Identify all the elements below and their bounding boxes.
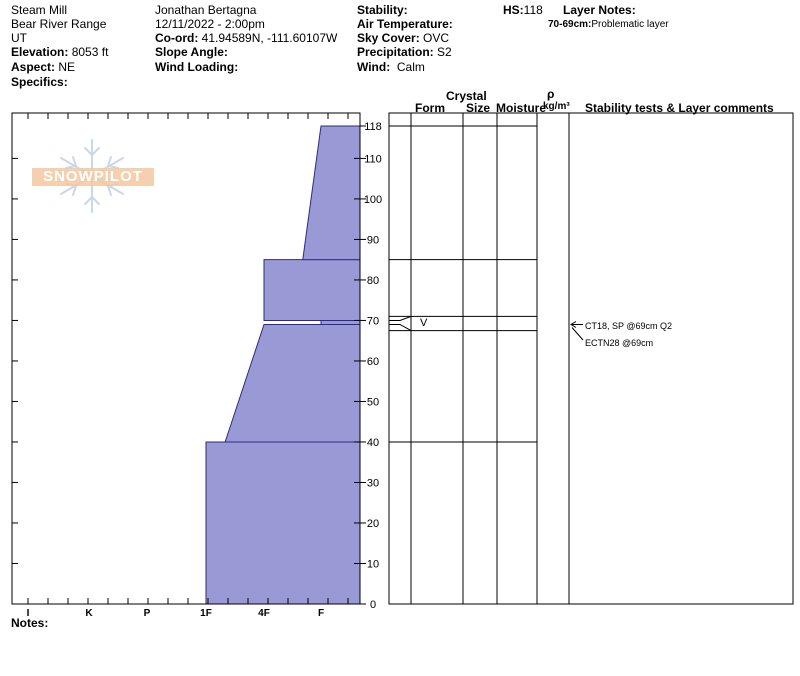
mountain-range: Bear River Range [11, 17, 107, 31]
y-tick-label: 0 [370, 599, 376, 611]
layer-table-border [388, 112, 794, 605]
observer-name: Jonathan Bertagna [155, 3, 257, 17]
sky-cover-value: OVC [423, 31, 450, 45]
observation-datetime: 12/11/2022 - 2:00pm [155, 17, 265, 31]
layer-notes-label: Layer Notes: [563, 3, 636, 17]
crystal-form-symbol: V [420, 317, 428, 329]
coord-label: Co-ord: [155, 31, 199, 45]
weak-layer-connector-bottom [389, 323, 412, 332]
logo-text: SNOWPILOT [43, 168, 143, 185]
precipitation-label: Precipitation: [357, 45, 434, 59]
hs-value: 118 [523, 3, 543, 17]
notes-label: Notes: [11, 616, 49, 630]
y-tick-label: 30 [367, 477, 379, 489]
aspect-label: Aspect: [11, 60, 56, 74]
stability-test-2: ECTN28 @69cm [585, 338, 654, 348]
y-tick-label: 10 [367, 558, 379, 570]
location-name: Steam Mill [11, 3, 68, 17]
y-tick-label: 40 [367, 437, 379, 449]
x-tick-label: K [85, 608, 93, 619]
weak-layer-connector-top [389, 315, 412, 321]
test-arrow-head-1 [570, 321, 577, 328]
hardness-layer-4 [302, 125, 361, 261]
specifics-label: Specifics: [11, 75, 68, 89]
sky-cover-label: Sky Cover: [357, 31, 420, 45]
y-tick-label: 80 [367, 275, 379, 287]
y-tick-label: 110 [364, 153, 382, 165]
coordinates: Co-ord: 41.94589N, -111.60107W [155, 31, 337, 45]
snow-height: HS:118 [503, 3, 543, 17]
comments-header: Stability tests & Layer comments [585, 101, 774, 115]
state: UT [11, 31, 27, 45]
hardness-layer-1 [224, 323, 361, 443]
precipitation: Precipitation: S2 [357, 45, 452, 59]
layer-note-range: 70-69cm: [548, 19, 592, 30]
aspect: Aspect: NE [11, 60, 75, 74]
crystal-header: Crystal [446, 89, 487, 103]
size-header: Size [466, 101, 491, 115]
density-unit-header: kg/m³ [543, 101, 570, 112]
hardness-graph-border [11, 112, 361, 605]
hardness-layer-2 [320, 319, 361, 325]
stability-label: Stability: [357, 3, 408, 17]
rho-header: ρ [547, 87, 555, 101]
x-tick-label: 1F [200, 608, 212, 619]
y-tick-label: 70 [367, 315, 379, 327]
y-tick-label: 90 [367, 234, 379, 246]
coord-value: 41.94589N, -111.60107W [201, 31, 338, 45]
x-tick-label: 4F [258, 608, 270, 619]
wind-value: Calm [396, 60, 425, 74]
elevation: Elevation: 8053 ft [11, 45, 108, 59]
y-tick-label: 100 [364, 194, 382, 206]
y-tick-label: 60 [367, 356, 379, 368]
y-tick-label: 118 [364, 121, 382, 133]
wind-label: Wind: [357, 60, 391, 74]
aspect-value: NE [58, 60, 76, 74]
slope-angle-label: Slope Angle: [155, 45, 228, 59]
hardness-layer-0 [205, 441, 361, 605]
y-tick-label: 50 [367, 396, 379, 408]
hs-label: HS: [503, 3, 524, 17]
layer-note: 70-69cm:Problematic layer [548, 18, 669, 32]
y-tick-label: 20 [367, 518, 379, 530]
elevation-label: Elevation: [11, 45, 69, 59]
stability-test-1: CT18, SP @69cm Q2 [585, 321, 673, 331]
air-temperature-label: Air Temperature: [357, 17, 453, 31]
precipitation-value: S2 [437, 45, 452, 59]
sky-cover: Sky Cover: OVC [357, 31, 449, 45]
logo-band [32, 168, 154, 186]
x-tick-label: I [27, 608, 30, 619]
x-tick-label: F [318, 608, 324, 619]
x-tick-label: P [144, 608, 151, 619]
elevation-value: 8053 ft [71, 45, 109, 59]
moisture-header: Moisture [496, 101, 547, 115]
layer-note-text: Problematic layer [591, 19, 669, 30]
hardness-layer-3 [263, 259, 361, 321]
form-header: Form [415, 101, 445, 115]
wind: Wind: Calm [357, 60, 425, 74]
test-arrow-2 [571, 327, 584, 341]
wind-loading-label: Wind Loading: [155, 60, 239, 74]
